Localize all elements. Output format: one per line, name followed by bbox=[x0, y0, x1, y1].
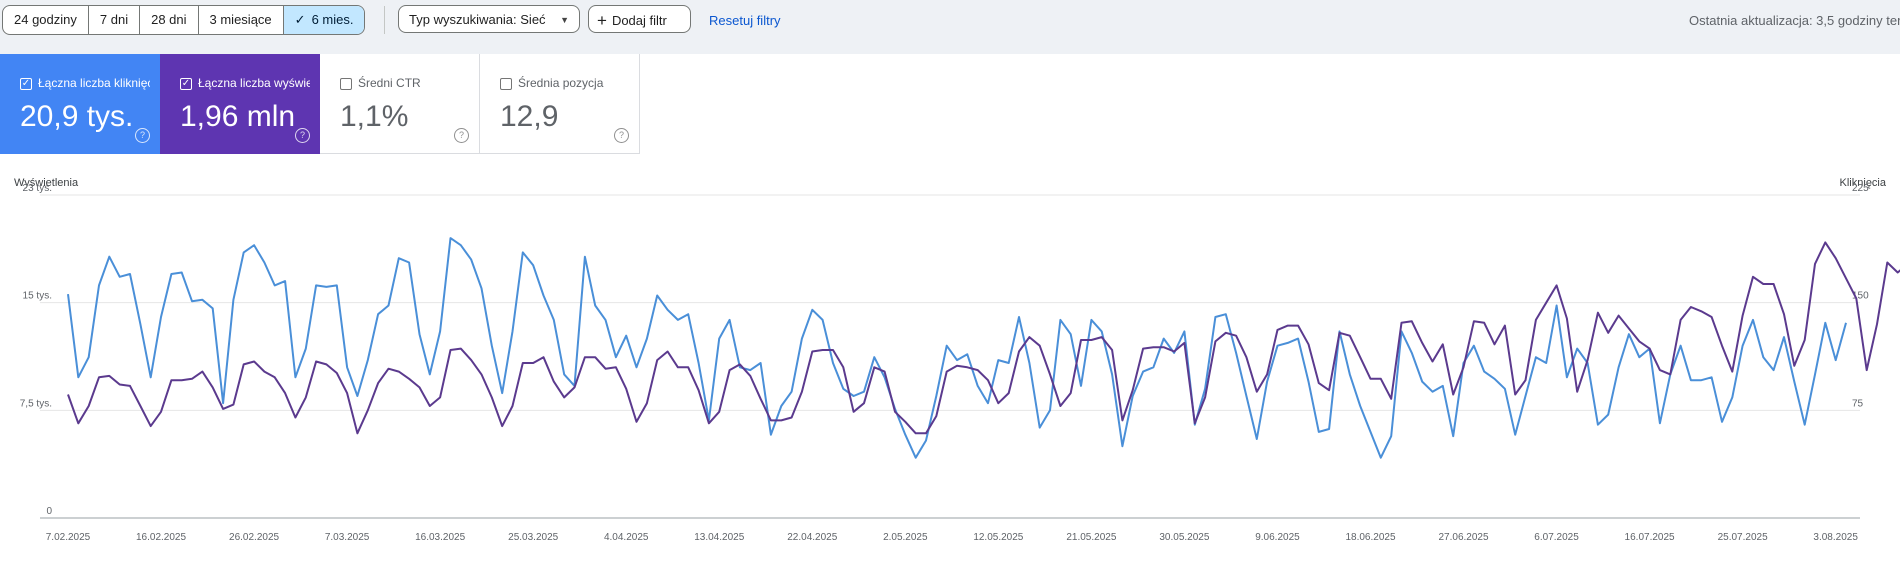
date-range-selector: 24 godziny 7 dni 28 dni 3 miesiące ✓ 6 mi… bbox=[2, 5, 366, 35]
right-tick-label: 225 bbox=[1852, 183, 1869, 194]
checkbox-checked-icon[interactable]: ✓ bbox=[180, 78, 192, 90]
check-icon: ✓ bbox=[294, 12, 306, 27]
x-tick-label: 6.07.2025 bbox=[1534, 532, 1579, 543]
right-tick-label: 75 bbox=[1852, 398, 1864, 409]
metric-label: Łączna liczba wyświetleń bbox=[198, 76, 310, 90]
metric-label: Średni CTR bbox=[358, 76, 421, 90]
series-line-left bbox=[67, 241, 1900, 435]
left-tick-label: 15 tys. bbox=[23, 291, 52, 302]
metric-card-impressions[interactable]: ✓ Łączna liczba wyświetleń 1,96 mln ? bbox=[160, 54, 320, 154]
right-axis: 75 150 225 bbox=[1852, 183, 1869, 409]
reset-filters-link[interactable]: Resetuj filtry bbox=[709, 13, 781, 28]
range-6m-button[interactable]: ✓ 6 mies. bbox=[283, 6, 365, 34]
x-tick-label: 25.03.2025 bbox=[508, 532, 558, 543]
x-axis: 7.02.2025 16.02.2025 26.02.2025 7.03.2025 16… bbox=[46, 532, 1859, 543]
metric-label: Łączna liczba kliknięć bbox=[38, 76, 150, 90]
range-3m-button[interactable]: 3 miesiące bbox=[199, 6, 284, 34]
left-tick-label: 7,5 tys. bbox=[20, 398, 52, 409]
add-filter-button[interactable]: + Dodaj filtr bbox=[588, 5, 691, 33]
range-28d-button[interactable]: 28 dni bbox=[140, 6, 199, 34]
x-tick-label: 16.03.2025 bbox=[415, 532, 465, 543]
x-tick-label: 3.08.2025 bbox=[1813, 532, 1858, 543]
x-tick-label: 25.07.2025 bbox=[1718, 532, 1768, 543]
chart-series bbox=[67, 237, 1900, 459]
x-tick-label: 13.04.2025 bbox=[694, 532, 744, 543]
range-24h-button[interactable]: 24 godziny bbox=[3, 6, 89, 34]
metric-value: 12,9 bbox=[500, 100, 559, 133]
metric-value: 1,96 mln bbox=[180, 100, 296, 133]
metric-card-ctr[interactable]: Średni CTR 1,1% ? bbox=[320, 54, 480, 154]
checkbox-checked-icon[interactable]: ✓ bbox=[20, 78, 32, 90]
x-tick-label: 7.03.2025 bbox=[325, 532, 370, 543]
left-tick-label: 23 tys. bbox=[23, 183, 52, 194]
left-tick-label: 0 bbox=[46, 506, 52, 517]
toolbar-divider bbox=[384, 6, 385, 34]
metric-card-clicks[interactable]: ✓ Łączna liczba kliknięć 20,9 tys. ? bbox=[0, 54, 160, 154]
help-icon[interactable]: ? bbox=[135, 128, 150, 143]
left-axis-title: Wyświetlenia bbox=[14, 177, 79, 189]
x-tick-label: 9.06.2025 bbox=[1255, 532, 1300, 543]
x-tick-label: 12.05.2025 bbox=[973, 532, 1023, 543]
series-line-right bbox=[67, 237, 1847, 459]
performance-chart: Wyświetlenia Kliknięcia 0 7,5 tys. 15 tys.… bbox=[14, 177, 1900, 543]
right-tick-label: 150 bbox=[1852, 291, 1869, 302]
last-update-text: Ostatnia aktualizacja: 3,5 godziny temu bbox=[1689, 13, 1900, 28]
help-icon[interactable]: ? bbox=[295, 128, 310, 143]
x-tick-label: 18.06.2025 bbox=[1345, 532, 1395, 543]
x-tick-label: 30.05.2025 bbox=[1159, 532, 1209, 543]
metric-cards: ✓ Łączna liczba kliknięć 20,9 tys. ? ✓ Ł… bbox=[0, 54, 640, 154]
metric-value: 1,1% bbox=[340, 100, 409, 133]
x-tick-label: 2.05.2025 bbox=[883, 532, 928, 543]
plus-icon: + bbox=[597, 11, 607, 30]
checkbox-unchecked-icon[interactable] bbox=[500, 78, 512, 90]
metric-value: 20,9 tys. bbox=[20, 100, 134, 133]
x-tick-label: 16.07.2025 bbox=[1625, 532, 1675, 543]
metric-card-position[interactable]: Średnia pozycja 12,9 ? bbox=[480, 54, 640, 154]
range-7d-button[interactable]: 7 dni bbox=[89, 6, 141, 34]
chart-grid bbox=[40, 194, 1860, 519]
x-tick-label: 16.02.2025 bbox=[136, 532, 186, 543]
x-tick-label: 4.04.2025 bbox=[604, 532, 649, 543]
x-tick-label: 21.05.2025 bbox=[1066, 532, 1116, 543]
checkbox-unchecked-icon[interactable] bbox=[340, 78, 352, 90]
left-axis: 0 7,5 tys. 15 tys. 23 tys. bbox=[20, 183, 53, 517]
add-filter-label: Dodaj filtr bbox=[611, 13, 667, 28]
toolbar: 24 godziny 7 dni 28 dni 3 miesiące ✓ 6 mi… bbox=[0, 0, 1900, 54]
right-axis-title: Kliknięcia bbox=[1840, 177, 1887, 189]
x-tick-label: 26.02.2025 bbox=[229, 532, 279, 543]
x-tick-label: 7.02.2025 bbox=[46, 532, 91, 543]
search-type-dropdown[interactable]: Typ wyszukiwania: Sieć ▼ bbox=[398, 5, 580, 33]
search-type-label: Typ wyszukiwania: Sieć bbox=[409, 12, 546, 27]
help-icon[interactable]: ? bbox=[614, 128, 629, 143]
metric-label: Średnia pozycja bbox=[518, 76, 604, 90]
range-6m-label: 6 mies. bbox=[311, 12, 354, 27]
caret-down-icon: ▼ bbox=[560, 15, 569, 25]
x-tick-label: 22.04.2025 bbox=[787, 532, 837, 543]
help-icon[interactable]: ? bbox=[454, 128, 469, 143]
x-tick-label: 27.06.2025 bbox=[1438, 532, 1488, 543]
